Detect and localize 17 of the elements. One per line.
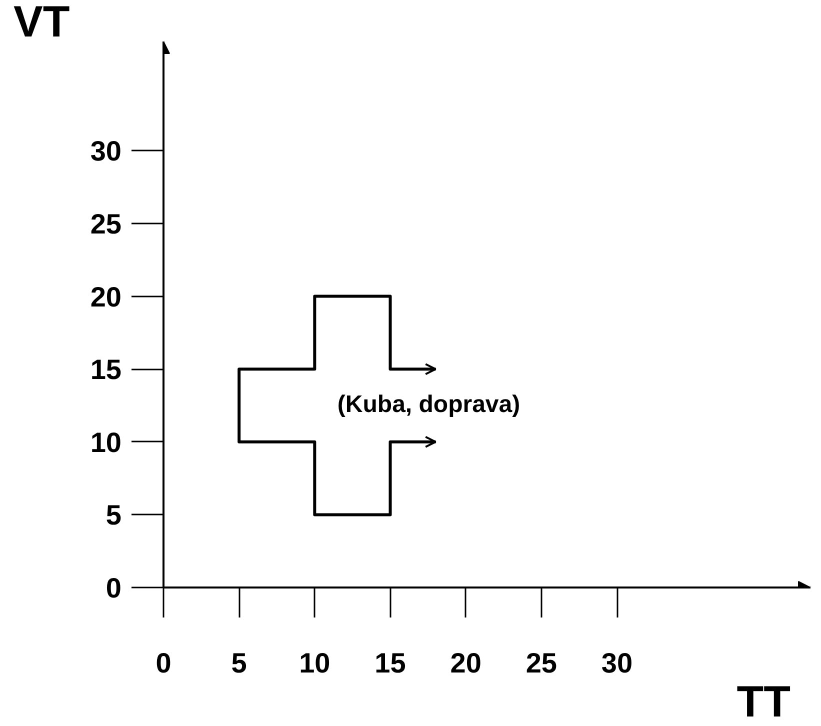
y-tick-label: 0 (106, 572, 122, 604)
y-tick-label: 25 (90, 208, 122, 240)
x-tick-label: 25 (526, 648, 558, 678)
x-tick-label: 30 (601, 648, 633, 678)
y-tick-label: 30 (90, 136, 122, 167)
x-tick-label: 0 (156, 648, 172, 678)
y-tick-label: 5 (106, 500, 122, 531)
y-tick-label: 20 (90, 281, 122, 312)
x-tick-label: 15 (374, 648, 406, 678)
x-tick-label: 5 (231, 648, 247, 678)
x-tick-label: 10 (299, 648, 330, 678)
y-tick-label: 10 (90, 426, 122, 458)
x-axis-title: TT (736, 678, 791, 726)
y-axis-title: VT (14, 0, 70, 46)
x-tick-label: 20 (450, 648, 482, 678)
y-tick-label: 15 (90, 354, 122, 386)
annotation: (Kuba, doprava) (337, 391, 520, 418)
